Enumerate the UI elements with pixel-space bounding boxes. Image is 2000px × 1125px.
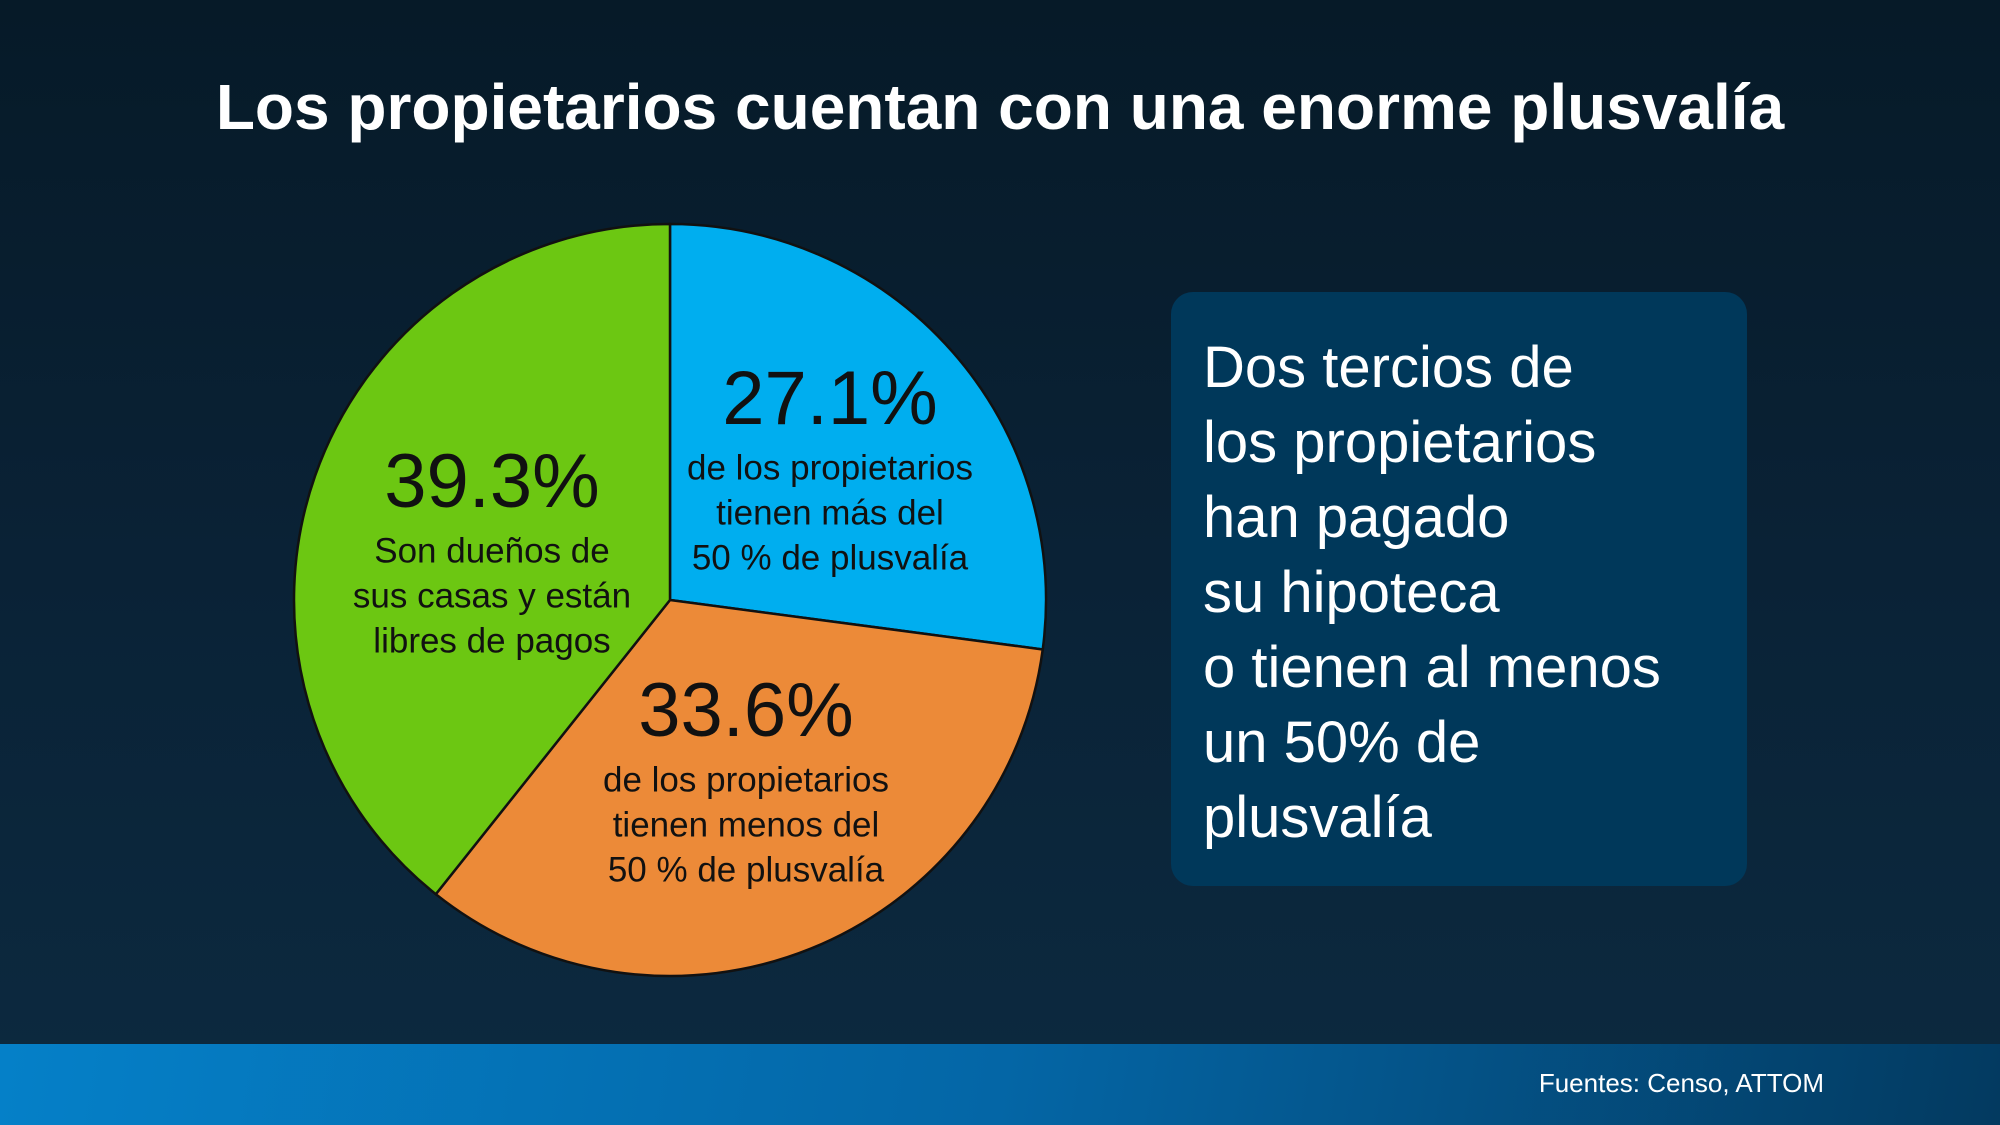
footer-bar: Fuentes: Censo, ATTOM [0,1044,2000,1125]
slice-value-label: 33.6% [638,668,854,753]
callout-line: su hipoteca [1203,560,1500,625]
callout-line: Dos tercios de [1203,335,1574,400]
page-title: Los propietarios cuentan con una enorme … [215,71,1785,143]
pie-slice-orange [434,598,1045,978]
callout-text: Dos tercios de los propietarios han paga… [1203,330,1661,855]
slice-description-line: tienen más del [716,493,944,532]
slice-description-line: de los propietarios [603,760,889,799]
slice-description-line: 50 % de plusvalía [692,538,969,577]
pie-chart: 27.1% de los propietarios tienen más del 50… [292,222,1048,978]
callout-line: los propietarios [1203,410,1597,475]
slice-description-line: Son dueños de [374,531,609,570]
slice-value-label: 27.1% [722,356,938,441]
callout-line: un 50% de [1203,710,1481,775]
pie-slice-green [292,222,672,896]
source-text: Fuentes: Censo, ATTOM [1538,1068,1824,1098]
slice-description-line: libres de pagos [373,621,610,660]
slice-description-line: sus casas y están [353,576,631,615]
callout-box: Dos tercios de los propietarios han paga… [1171,292,1747,886]
slice-description-line: de los propietarios [687,448,973,487]
slice-description-line: tienen menos del [613,805,880,844]
callout-line: plusvalía [1203,785,1432,850]
slice-description-line: 50 % de plusvalía [608,850,885,889]
slice-value-label: 39.3% [384,439,600,524]
pie-slice-blue [668,222,1048,651]
callout-line: han pagado [1203,485,1510,550]
callout-line: o tienen al menos [1203,635,1661,700]
